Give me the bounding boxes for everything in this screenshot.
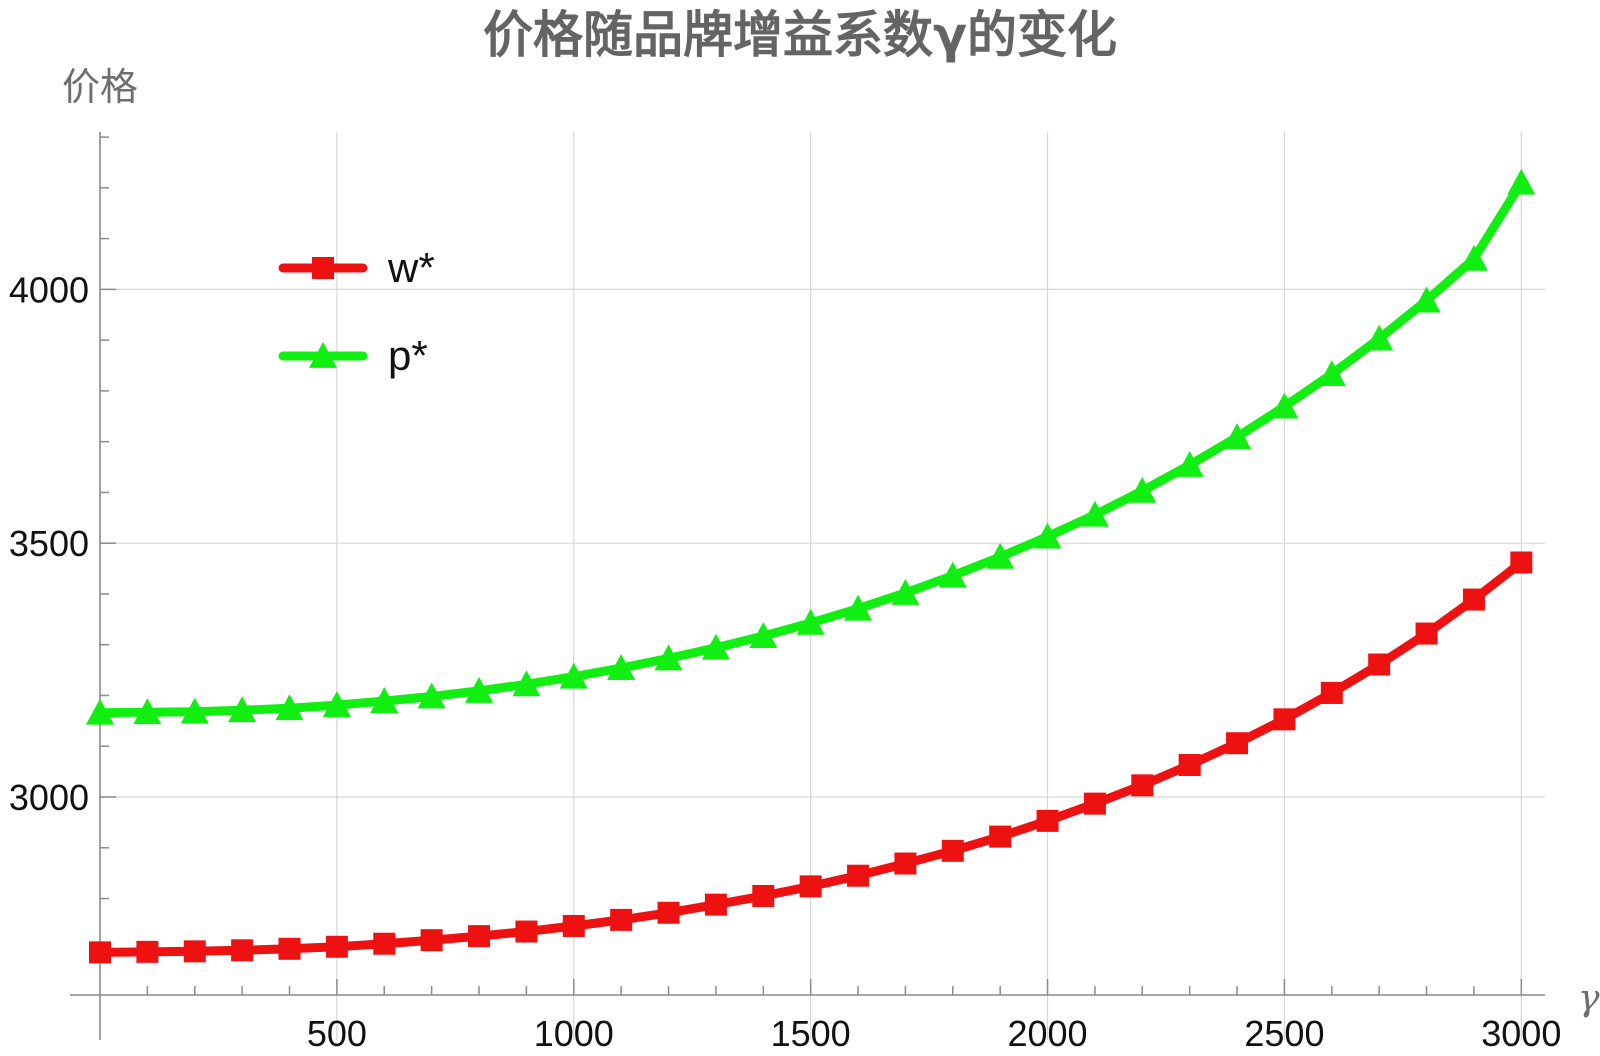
data-point [1462, 588, 1485, 611]
data-point [610, 908, 633, 931]
data-point [607, 654, 636, 680]
data-point [86, 698, 114, 725]
data-point [894, 852, 917, 875]
data-point [325, 935, 348, 958]
data-point [891, 578, 920, 605]
data-point [1131, 774, 1154, 797]
series-group [86, 168, 1536, 964]
data-point [1507, 168, 1536, 195]
data-point [847, 864, 870, 887]
series-w-star [89, 551, 1533, 964]
data-point [370, 687, 399, 713]
data-point [1270, 392, 1299, 419]
data-point [1415, 622, 1438, 645]
data-point [1412, 286, 1441, 313]
data-point [1128, 476, 1157, 503]
data-point [654, 644, 683, 671]
data-point [1080, 500, 1109, 527]
data-point [275, 694, 304, 721]
data-point [468, 925, 491, 948]
x-axis-label: γ [1578, 978, 1600, 1019]
data-point [322, 691, 351, 718]
data-point [657, 901, 680, 924]
data-point [512, 670, 541, 697]
data-point [562, 914, 585, 937]
data-point [420, 929, 443, 952]
data-point [1317, 360, 1346, 387]
data-point [749, 622, 778, 648]
legend-label: p* [388, 332, 428, 379]
data-point [1178, 754, 1201, 777]
y-tick-label: 3000 [9, 777, 89, 818]
legend-label: w* [387, 244, 435, 291]
data-point [941, 839, 964, 862]
data-point [1510, 551, 1533, 574]
data-point [1223, 423, 1252, 449]
data-point [704, 893, 727, 916]
tick-labels: 500 1000 1500 2000 2500 3000 3000 3500 4000 [9, 269, 1561, 1054]
data-point [515, 920, 538, 943]
tick-marks [100, 136, 1523, 995]
data-point [1036, 809, 1059, 832]
legend: w* p* [278, 244, 435, 379]
data-point [799, 875, 822, 898]
legend-item: w* [278, 244, 435, 291]
x-tick-label: 2500 [1244, 1013, 1324, 1054]
data-point [180, 697, 209, 724]
data-point [559, 662, 588, 689]
x-tick-label: 1500 [771, 1013, 851, 1054]
x-tick-label: 1000 [534, 1013, 614, 1054]
data-point [278, 937, 301, 960]
data-point [938, 561, 967, 588]
legend-marker [312, 257, 334, 279]
data-point [183, 940, 206, 963]
data-point [844, 594, 873, 621]
x-tick-label: 3000 [1481, 1013, 1561, 1054]
legend-marker [309, 342, 337, 368]
chart-title: 价格随品牌增益系数γ的变化 [483, 6, 1117, 64]
legend-item: p* [278, 332, 428, 379]
data-point [1226, 732, 1249, 755]
data-point [1459, 244, 1488, 271]
data-point [133, 698, 162, 725]
grid-lines [100, 132, 1545, 1040]
data-point [417, 682, 446, 709]
y-axis-label: 价格 [62, 65, 138, 109]
data-point [1175, 451, 1204, 477]
data-point [1083, 792, 1106, 815]
data-point [1368, 653, 1391, 676]
data-point [465, 676, 494, 703]
y-tick-label: 3500 [9, 523, 89, 564]
data-point [1273, 708, 1296, 731]
x-tick-label: 500 [307, 1013, 367, 1054]
data-point [986, 542, 1015, 569]
data-point [752, 885, 775, 908]
data-point [989, 825, 1012, 848]
x-tick-label: 2000 [1007, 1013, 1087, 1054]
data-point [136, 940, 159, 963]
data-point [796, 608, 825, 635]
data-point [1033, 522, 1062, 549]
data-point [231, 939, 254, 962]
y-tick-label: 4000 [9, 269, 89, 310]
data-point [228, 696, 257, 723]
data-point [1365, 324, 1394, 351]
data-point [373, 932, 396, 955]
axes [70, 132, 1545, 1040]
data-point [89, 941, 111, 964]
data-point [701, 633, 730, 660]
data-point [1320, 681, 1343, 704]
series-p-star [86, 168, 1536, 725]
